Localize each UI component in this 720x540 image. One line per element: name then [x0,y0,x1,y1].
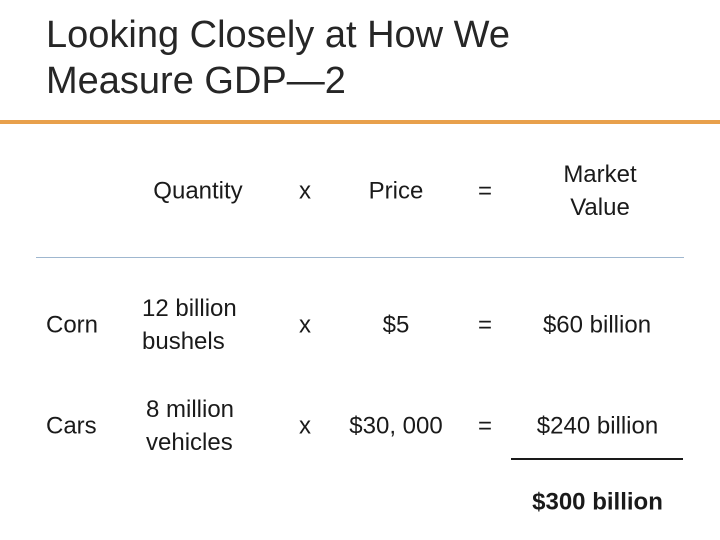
row-equals-sign: = [477,412,492,440]
header-times-sign: x [299,177,311,205]
slide-title-line-2: Measure GDP—2 [46,60,346,102]
total-market-value: $300 billion [532,488,663,516]
slide-title-line-1: Looking Closely at How We [46,14,510,56]
row-label-corn: Corn [46,311,99,339]
header-price: Price [368,177,424,205]
row-price-corn: $5 [382,311,410,339]
header-divider [36,257,684,258]
quantity-line-2: vehicles [146,429,233,456]
slide-title: Looking Closely at How We Measure GDP—2 [46,12,686,104]
row-quantity-corn: 12 billion bushels [142,292,282,358]
row-quantity-cars: 8 million vehicles [146,393,286,459]
row-market-value-cars: $240 billion [536,412,659,440]
row-times-sign: x [299,412,311,440]
quantity-line-2: bushels [142,328,225,355]
header-market-value-line-1: Market [563,161,637,188]
row-price-cars: $30, 000 [349,412,443,440]
quantity-line-1: 12 billion [142,295,237,322]
header-market-value-line-2: Value [570,194,630,221]
header-market-value: Market Value [520,158,680,224]
row-market-value-corn: $60 billion [542,311,652,339]
title-divider [0,120,720,124]
row-equals-sign: = [477,311,492,339]
sum-underline [511,458,683,460]
row-times-sign: x [299,311,311,339]
header-quantity: Quantity [153,177,243,205]
header-equals-sign: = [477,177,492,205]
quantity-line-1: 8 million [146,396,235,423]
row-label-cars: Cars [46,412,97,440]
